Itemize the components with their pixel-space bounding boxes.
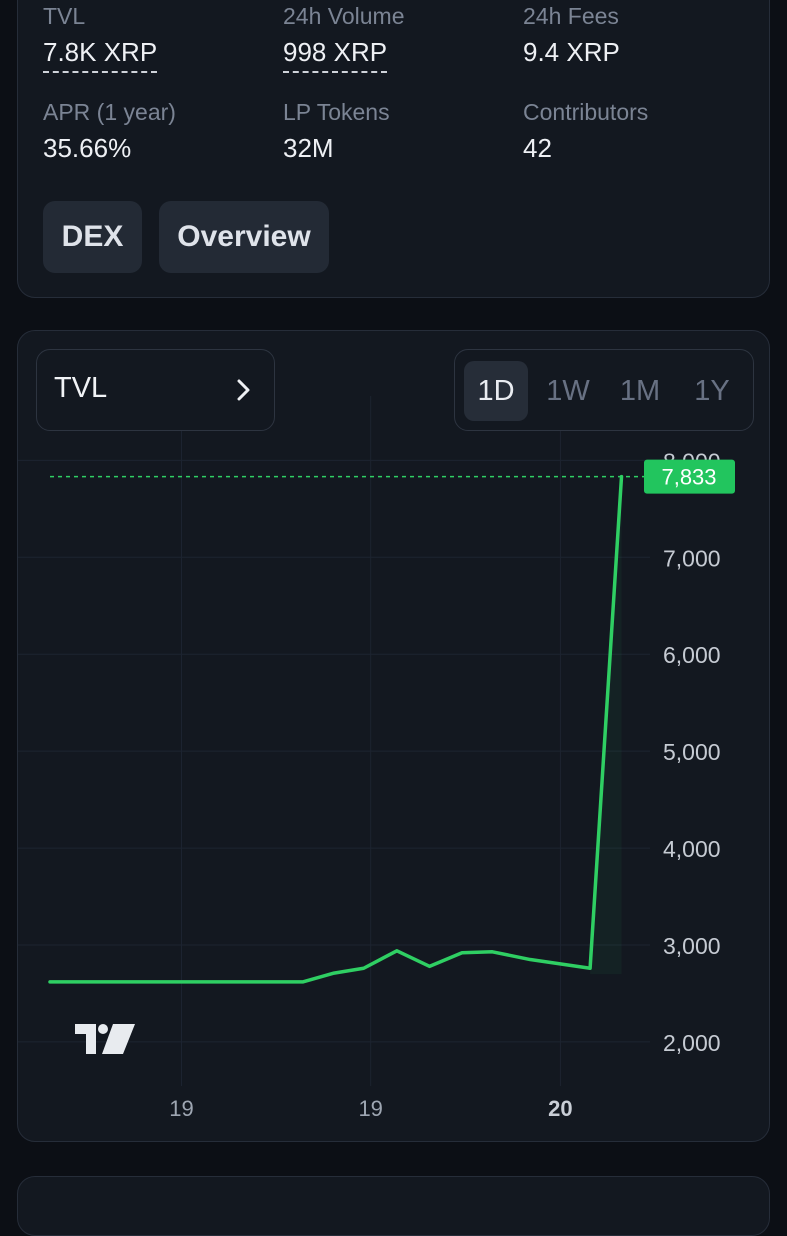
tradingview-logo-icon (75, 1024, 135, 1054)
pool-stats-card: TVL 7.8K XRP 24h Volume 998 XRP 24h Fees… (17, 0, 770, 298)
stat-fees-label: 24h Fees (523, 3, 619, 29)
stat-volume-value[interactable]: 998 XRP (283, 37, 388, 73)
stat-lp-tokens-label: LP Tokens (283, 99, 390, 125)
time-range-selector: 1D 1W 1M 1Y (454, 349, 754, 431)
y-tick-label: 6,000 (663, 642, 721, 668)
stat-tvl: TVL 7.8K XRP (43, 3, 158, 73)
stat-lp-tokens-value: 32M (283, 133, 334, 163)
last-value-tag (644, 459, 735, 494)
next-card (17, 1176, 770, 1236)
tvl-chart-card: 2,0003,0004,0005,0006,0007,0008,00019192… (17, 330, 770, 1142)
range-1d-button[interactable]: 1D (464, 361, 528, 421)
x-tick-label: 20 (548, 1096, 572, 1121)
stat-contributors-label: Contributors (523, 99, 649, 125)
stat-apr-value: 35.66% (43, 133, 132, 163)
chevron-right-icon (237, 379, 250, 401)
stat-volume: 24h Volume 998 XRP (283, 3, 404, 73)
y-tick-label: 4,000 (663, 836, 721, 862)
tvl-line-chart[interactable]: 2,0003,0004,0005,0006,0007,0008,00019192… (18, 331, 769, 1141)
stat-fees-value: 9.4 XRP (523, 37, 620, 67)
range-1w-button[interactable]: 1W (546, 374, 590, 407)
dex-button[interactable]: DEX (43, 201, 142, 273)
tvl-series-line (48, 474, 624, 984)
stat-contributors: Contributors 42 (523, 99, 648, 163)
stat-contributors-value: 42 (523, 133, 552, 163)
y-tick-label: 2,000 (663, 1030, 721, 1056)
x-tick-label: 19 (358, 1096, 382, 1121)
y-tick-label: 3,000 (663, 933, 721, 959)
stat-lp-tokens: LP Tokens 32M (283, 99, 390, 163)
stat-fees: 24h Fees 9.4 XRP (523, 3, 620, 67)
range-1m-button[interactable]: 1M (619, 374, 661, 407)
y-tick-label: 7,000 (663, 545, 721, 571)
stat-tvl-label: TVL (43, 3, 86, 29)
last-value-label: 7,833 (661, 465, 716, 490)
range-1y-button[interactable]: 1Y (694, 374, 730, 407)
metric-selector-label: TVL (54, 372, 108, 404)
x-tick-label: 19 (169, 1096, 193, 1121)
overview-button[interactable]: Overview (159, 201, 329, 273)
metric-selector[interactable]: TVL (36, 349, 275, 431)
stat-apr: APR (1 year) 35.66% (43, 99, 176, 163)
stat-apr-label: APR (1 year) (43, 99, 176, 125)
stat-tvl-value[interactable]: 7.8K XRP (43, 37, 158, 73)
stat-volume-label: 24h Volume (283, 3, 405, 29)
y-tick-label: 5,000 (663, 739, 721, 765)
